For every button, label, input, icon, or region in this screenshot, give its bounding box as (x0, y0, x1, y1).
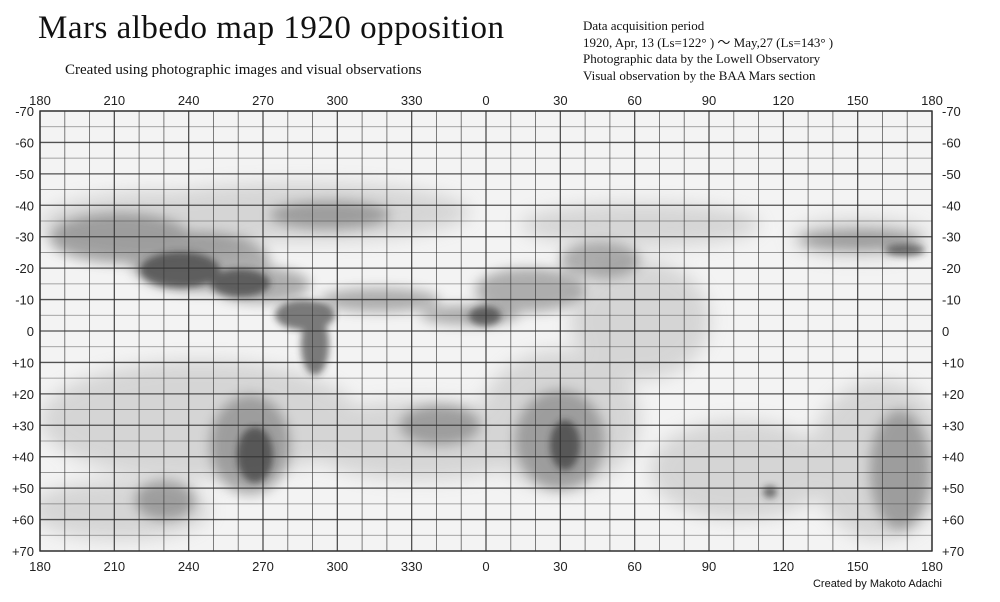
longitude-label-top: 60 (627, 93, 641, 108)
longitude-label-top: 240 (178, 93, 200, 108)
longitude-label-top: 0 (482, 93, 489, 108)
author-credit: Created by Makoto Adachi (812, 578, 942, 590)
longitude-label-top: 210 (103, 93, 125, 108)
axis-labels: 1801802102102402402702703003003303300030… (12, 93, 964, 574)
latitude-label-right: +60 (942, 513, 964, 528)
longitude-label-top: 150 (847, 93, 869, 108)
latitude-label-left: +50 (12, 481, 34, 496)
latitude-label-right: +70 (942, 544, 964, 559)
lat-lon-grid (39, 110, 933, 552)
longitude-label-top: 270 (252, 93, 274, 108)
longitude-label-bottom: 210 (103, 559, 125, 574)
info-line-visual-source: Visual observation by the BAA Mars secti… (583, 67, 816, 83)
longitude-label-bottom: 60 (627, 559, 641, 574)
longitude-label-top: 30 (553, 93, 567, 108)
info-line-period-label: Data acquisition period (583, 18, 705, 33)
longitude-label-bottom: 120 (772, 559, 794, 574)
latitude-label-right: +50 (942, 481, 964, 496)
longitude-label-bottom: 180 (29, 559, 51, 574)
latitude-label-right: -30 (942, 230, 961, 245)
latitude-label-left: -70 (15, 104, 34, 119)
latitude-label-right: -40 (942, 198, 961, 213)
longitude-label-bottom: 270 (252, 559, 274, 574)
latitude-label-left: +20 (12, 387, 34, 402)
longitude-label-top: 90 (702, 93, 716, 108)
map-subtitle: Created using photographic images and vi… (65, 62, 422, 78)
map-title: Mars albedo map 1920 opposition (38, 10, 505, 46)
longitude-label-bottom: 240 (178, 559, 200, 574)
latitude-label-right: -70 (942, 104, 961, 119)
latitude-label-right: -60 (942, 135, 961, 150)
latitude-label-right: +30 (942, 418, 964, 433)
latitude-label-right: +40 (942, 450, 964, 465)
longitude-label-bottom: 150 (847, 559, 869, 574)
latitude-label-left: -60 (15, 135, 34, 150)
latitude-label-right: -50 (942, 167, 961, 182)
latitude-label-left: +30 (12, 418, 34, 433)
map-border (39, 110, 933, 552)
latitude-label-right: +10 (942, 355, 964, 370)
latitude-label-left: -10 (15, 293, 34, 308)
longitude-label-bottom: 0 (482, 559, 489, 574)
longitude-label-top: 300 (326, 93, 348, 108)
longitude-label-top: 180 (29, 93, 51, 108)
info-line-period-range: 1920, Apr, 13 (Ls=122° ) ～ May,27 (Ls=14… (583, 34, 834, 50)
latitude-label-right: -20 (942, 261, 961, 276)
info-line-photographic-source: Photographic data by the Lowell Observat… (583, 51, 821, 66)
longitude-label-bottom: 180 (921, 559, 943, 574)
longitude-label-bottom: 300 (326, 559, 348, 574)
latitude-label-right: +20 (942, 387, 964, 402)
latitude-label-left: -50 (15, 167, 34, 182)
latitude-label-left: -30 (15, 230, 34, 245)
latitude-label-left: -20 (15, 261, 34, 276)
latitude-label-left: +70 (12, 544, 34, 559)
longitude-label-top: 180 (921, 93, 943, 108)
latitude-label-left: 0 (27, 324, 34, 339)
latitude-label-left: +10 (12, 355, 34, 370)
latitude-label-right: 0 (942, 324, 949, 339)
longitude-label-top: 120 (772, 93, 794, 108)
latitude-label-left: -40 (15, 198, 34, 213)
longitude-label-bottom: 90 (702, 559, 716, 574)
latitude-label-right: -10 (942, 293, 961, 308)
longitude-label-bottom: 30 (553, 559, 567, 574)
longitude-label-bottom: 330 (401, 559, 423, 574)
latitude-label-left: +60 (12, 513, 34, 528)
longitude-label-top: 330 (401, 93, 423, 108)
latitude-label-left: +40 (12, 450, 34, 465)
acquisition-info: Data acquisition period 1920, Apr, 13 (L… (583, 18, 833, 84)
